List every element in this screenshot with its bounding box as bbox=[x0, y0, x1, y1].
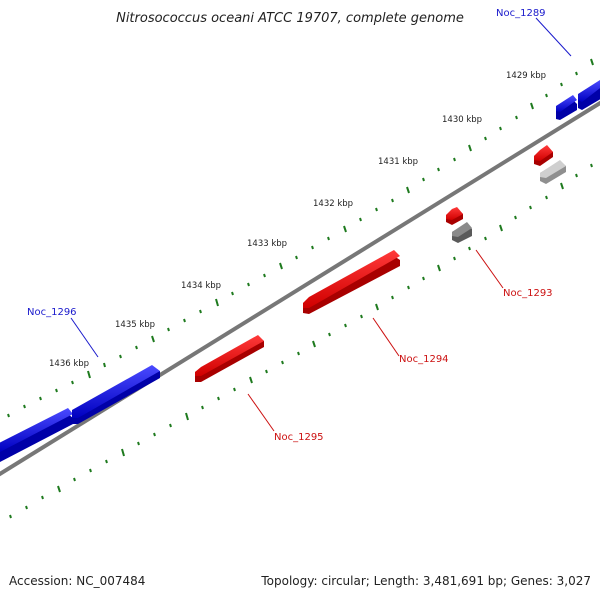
kbp-label: 1435 kbp bbox=[115, 320, 155, 330]
gene-block-grey[interactable] bbox=[452, 222, 472, 237]
gene-label-noc-1296[interactable]: Noc_1296 bbox=[27, 307, 77, 318]
leader-line bbox=[535, 17, 572, 57]
map-title: Nitrosococcus oceani ATCC 19707, complet… bbox=[116, 11, 464, 26]
accession-text: Accession: NC_007484 bbox=[9, 574, 145, 588]
gene-block-reverse[interactable] bbox=[534, 145, 553, 161]
leader-line bbox=[70, 317, 99, 358]
gene-block-forward[interactable] bbox=[72, 365, 160, 418]
gene-block-reverse[interactable] bbox=[303, 250, 400, 308]
gc-ticks-inner-track bbox=[9, 163, 593, 519]
gene-block-grey[interactable] bbox=[540, 160, 566, 178]
genome-backbone bbox=[0, 100, 600, 477]
gene-label-noc-1289[interactable]: Noc_1289 bbox=[496, 8, 546, 19]
gene-label-noc-1293[interactable]: Noc_1293 bbox=[503, 288, 553, 299]
gene-block-side bbox=[303, 256, 400, 314]
kbp-labels: 1429 kbp 1430 kbp 1431 kbp 1432 kbp 1433… bbox=[49, 71, 546, 369]
leader-line bbox=[247, 393, 275, 432]
gene-block-forward[interactable] bbox=[0, 408, 73, 452]
gene-label-noc-1294[interactable]: Noc_1294 bbox=[399, 354, 449, 365]
gene-block-side bbox=[72, 371, 160, 424]
gene-label-noc-1295[interactable]: Noc_1295 bbox=[274, 432, 324, 443]
gc-ticks-outer-track bbox=[7, 58, 594, 418]
gene-labels: Noc_1289 Noc_1293 Noc_1294 Noc_1295 Noc_… bbox=[27, 8, 572, 443]
kbp-label: 1430 kbp bbox=[442, 115, 482, 125]
kbp-label: 1434 kbp bbox=[181, 281, 221, 291]
gene-block-reverse[interactable] bbox=[446, 207, 463, 220]
kbp-label: 1429 kbp bbox=[506, 71, 546, 81]
leader-line bbox=[372, 317, 400, 357]
forward-strand-genes bbox=[0, 80, 600, 462]
gene-block-side bbox=[0, 414, 73, 462]
gene-block-forward[interactable] bbox=[578, 80, 600, 102]
reverse-strand-genes bbox=[195, 145, 566, 382]
gene-block-side bbox=[556, 100, 577, 120]
kbp-label: 1431 kbp bbox=[378, 157, 418, 167]
leader-line bbox=[475, 249, 504, 289]
kbp-label: 1432 kbp bbox=[313, 199, 353, 209]
topology-summary-text: Topology: circular; Length: 3,481,691 bp… bbox=[260, 574, 591, 588]
kbp-label: 1433 kbp bbox=[247, 239, 287, 249]
gene-block-reverse[interactable] bbox=[195, 335, 264, 376]
gene-block-forward[interactable] bbox=[556, 95, 577, 112]
kbp-label: 1436 kbp bbox=[49, 359, 89, 369]
